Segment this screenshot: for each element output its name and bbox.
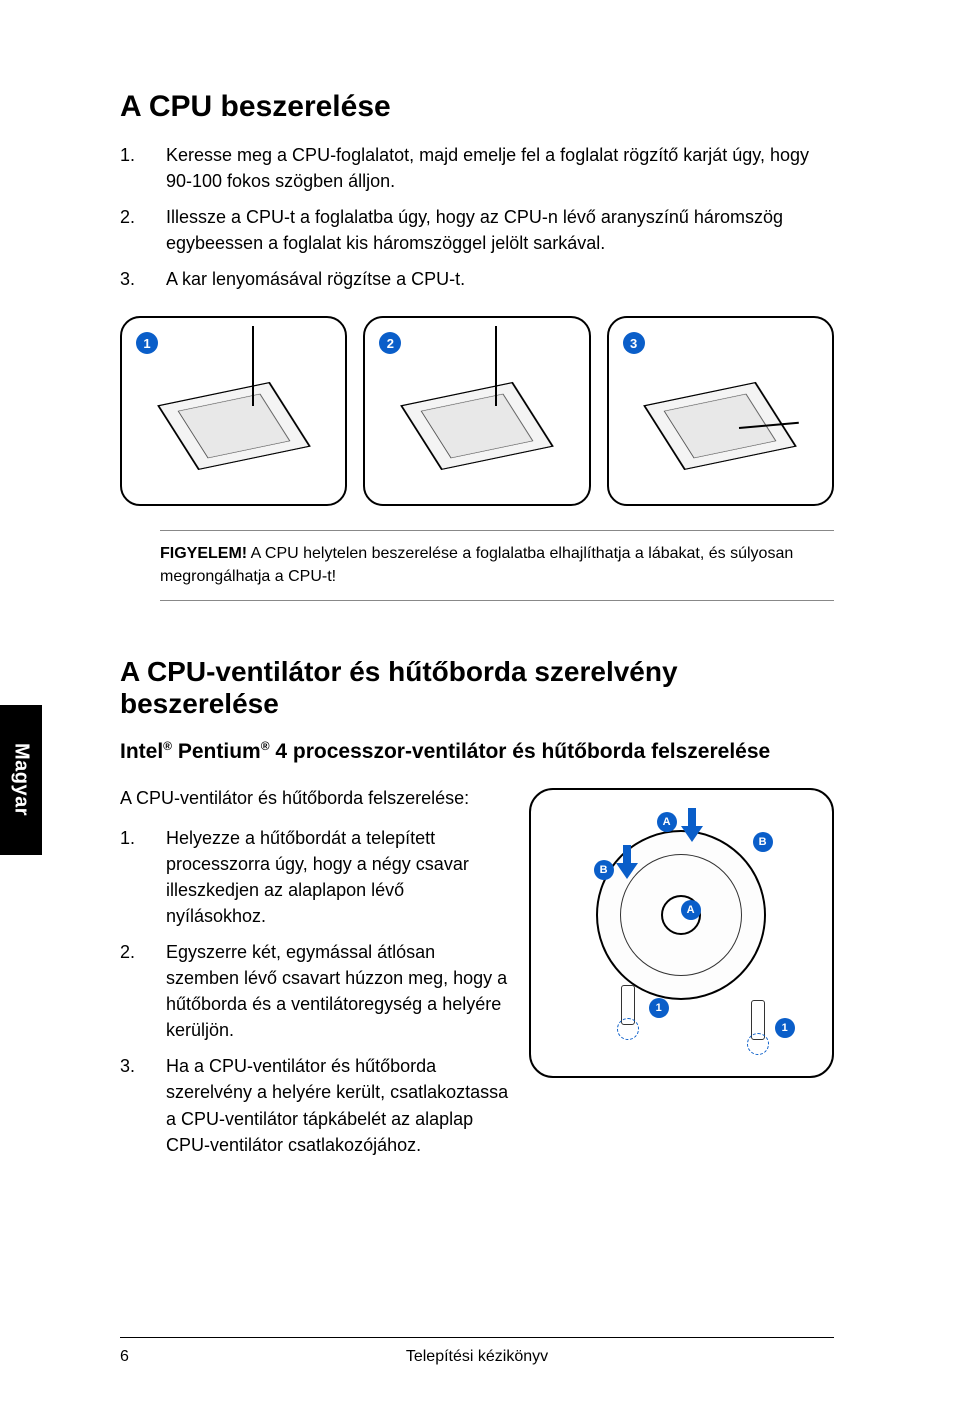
list-item: 3. Ha a CPU-ventilátor és hűtőborda szer… [120,1053,509,1157]
cpu-install-figure-3: 3 [607,316,834,506]
subtitle-part: 4 processzor-ventilátor és hűtőborda fel… [270,740,771,763]
step-text: Egyszerre két, egymással átlósan szemben… [166,939,509,1043]
mount-hole-circle [617,1018,639,1040]
step-text: Helyezze a hűtőbordát a telepített proce… [166,825,509,929]
step-text: Illessze a CPU-t a foglalatba úgy, hogy … [166,204,834,256]
socket-lever-illustration [495,326,497,406]
fan-label-1: 1 [649,998,669,1018]
registered-symbol: ® [261,739,270,753]
step-number: 2. [120,204,166,256]
language-tab: Magyar [0,705,42,855]
figure-badge: 3 [623,332,645,354]
list-item: 2. Illessze a CPU-t a foglalatba úgy, ho… [120,204,834,256]
cpu-install-figure-2: 2 [363,316,590,506]
caution-notice: FIGYELEM! A CPU helytelen beszerelése a … [160,530,834,601]
page-footer: 6 Telepítési kézikönyv [120,1337,834,1366]
section1-steps: 1. Keresse meg a CPU-foglalatot, majd em… [120,142,834,292]
mount-hole-circle [747,1033,769,1055]
registered-symbol: ® [163,739,172,753]
fan-label-b: B [594,860,614,880]
subtitle-part: Intel [120,740,163,763]
footer-title: Telepítési kézikönyv [120,1348,834,1366]
down-arrow-icon [681,808,703,842]
cpu-socket-illustration [643,382,797,470]
section1-title: A CPU beszerelése [120,90,834,124]
section2-subtitle: Intel® Pentium® 4 processzor-ventilátor … [120,739,834,764]
step-text: Keresse meg a CPU-foglalatot, majd emelj… [166,142,834,194]
list-item: 3. A kar lenyomásával rögzítse a CPU-t. [120,266,834,292]
section2-intro: A CPU-ventilátor és hűtőborda felszerelé… [120,788,509,809]
step-text: Ha a CPU-ventilátor és hűtőborda szerelv… [166,1053,509,1157]
cpu-socket-illustration [400,382,554,470]
fan-label-a: A [657,812,677,832]
section2-right-column: A B B A 1 1 [529,788,834,1182]
step-number: 3. [120,1053,166,1157]
step-number: 1. [120,825,166,929]
figure-badge: 2 [379,332,401,354]
list-item: 1. Helyezze a hűtőbordát a telepített pr… [120,825,509,929]
subtitle-part: Pentium [172,740,261,763]
section2-left-column: A CPU-ventilátor és hűtőborda felszerelé… [120,788,509,1182]
cpu-install-figure-row: 1 2 3 [120,316,834,506]
step-text: A kar lenyomásával rögzítse a CPU-t. [166,266,834,292]
list-item: 1. Keresse meg a CPU-foglalatot, majd em… [120,142,834,194]
cpu-install-figure-1: 1 [120,316,347,506]
fan-label-b: B [753,832,773,852]
fan-label-1: 1 [775,1018,795,1038]
page: Magyar A CPU beszerelése 1. Keresse meg … [0,0,954,1418]
figure-badge: 1 [136,332,158,354]
section2-two-column: A CPU-ventilátor és hűtőborda felszerelé… [120,788,834,1182]
step-number: 1. [120,142,166,194]
step-number: 3. [120,266,166,292]
down-arrow-icon [616,845,638,879]
section2-steps: 1. Helyezze a hűtőbordát a telepített pr… [120,825,509,1158]
socket-lever-illustration [252,326,254,406]
cpu-socket-illustration [157,382,311,470]
caution-label: FIGYELEM! [160,545,247,562]
section2-title: A CPU-ventilátor és hűtőborda szerelvény… [120,656,834,720]
caution-text: A CPU helytelen beszerelése a foglalatba… [160,545,793,584]
list-item: 2. Egyszerre két, egymással átlósan szem… [120,939,509,1043]
fan-label-a: A [681,900,701,920]
language-tab-label: Magyar [10,743,33,816]
step-number: 2. [120,939,166,1043]
cpu-fan-figure: A B B A 1 1 [529,788,834,1078]
